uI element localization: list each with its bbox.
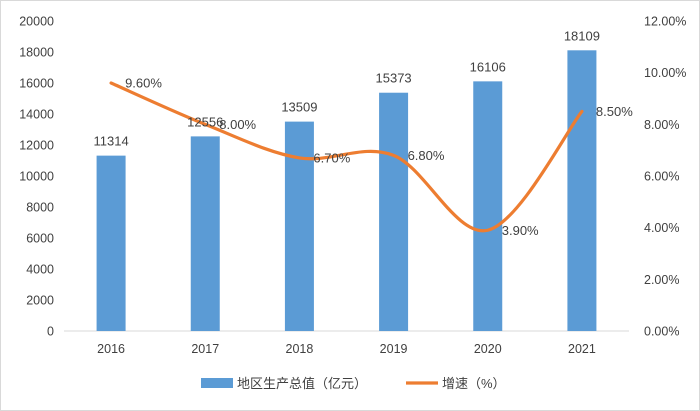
line-data-labels: 9.60% 8.00% 6.70% 6.80% 3.90% 8.50% xyxy=(125,76,633,238)
y-left-tick-label: 16000 xyxy=(19,77,54,91)
bar-data-label: 12556 xyxy=(187,114,223,129)
x-tick-label: 2019 xyxy=(380,342,408,356)
bar xyxy=(567,50,597,332)
bar xyxy=(96,155,126,331)
line-data-label: 6.80% xyxy=(408,148,445,163)
bar xyxy=(473,81,503,332)
y-left-tick-label: 14000 xyxy=(19,108,54,122)
legend-bar-label: 地区生产总值（亿元） xyxy=(237,376,367,391)
line-data-label: 8.00% xyxy=(219,117,256,132)
y-right-tick-label: 2.00% xyxy=(644,273,679,287)
y-right-tick-label: 6.00% xyxy=(644,170,679,184)
y-left-tick-label: 10000 xyxy=(19,170,54,184)
y-right-tick-label: 4.00% xyxy=(644,221,679,235)
legend-bar-swatch xyxy=(201,378,233,388)
x-tick-label: 2017 xyxy=(191,342,219,356)
bar xyxy=(379,92,409,331)
bar-data-label: 15373 xyxy=(376,71,412,86)
bar-data-label: 18109 xyxy=(564,28,600,43)
x-axis: 2016 2017 2018 2019 2020 2021 xyxy=(97,342,596,356)
y-left-tick-label: 20000 xyxy=(19,15,54,29)
y-left-tick-label: 2000 xyxy=(26,294,54,308)
bar-data-label: 16106 xyxy=(470,59,506,74)
line-series xyxy=(109,81,584,233)
y-left-tick-label: 12000 xyxy=(19,139,54,153)
line-data-label: 3.90% xyxy=(502,223,539,238)
y-left-tick-label: 4000 xyxy=(26,263,54,277)
bar xyxy=(284,121,314,331)
y-right-tick-label: 0.00% xyxy=(644,325,679,339)
y-left-tick-label: 8000 xyxy=(26,201,54,215)
bar-data-label: 13509 xyxy=(281,100,317,115)
y-left-axis: 0 2000 4000 6000 8000 10000 12000 14000 16000 180… xyxy=(19,15,54,339)
line-data-label: 8.50% xyxy=(596,104,633,119)
x-tick-label: 2020 xyxy=(474,342,502,356)
bar-series xyxy=(96,50,597,332)
bar xyxy=(190,136,220,331)
legend: 地区生产总值（亿元） 增速（%） xyxy=(201,376,506,391)
bar-data-label: 11314 xyxy=(93,134,128,149)
line-data-label: 6.70% xyxy=(313,150,350,165)
legend-line-label: 增速（%） xyxy=(442,376,506,391)
line-data-label: 9.60% xyxy=(125,76,162,91)
bar-data-labels: 11314 12556 13509 15373 16106 18109 xyxy=(93,28,600,148)
y-left-tick-label: 0 xyxy=(47,325,54,339)
y-right-axis: 0.00% 2.00% 4.00% 6.00% 8.00% 10.00% 12.00% xyxy=(644,15,686,339)
y-right-tick-label: 10.00% xyxy=(644,66,686,80)
y-right-tick-label: 8.00% xyxy=(644,118,679,132)
x-tick-label: 2021 xyxy=(568,342,596,356)
y-right-tick-label: 12.00% xyxy=(644,15,686,29)
y-left-tick-label: 6000 xyxy=(26,232,54,246)
x-tick-label: 2016 xyxy=(97,342,125,356)
y-left-tick-label: 18000 xyxy=(19,46,54,60)
x-tick-label: 2018 xyxy=(286,342,314,356)
